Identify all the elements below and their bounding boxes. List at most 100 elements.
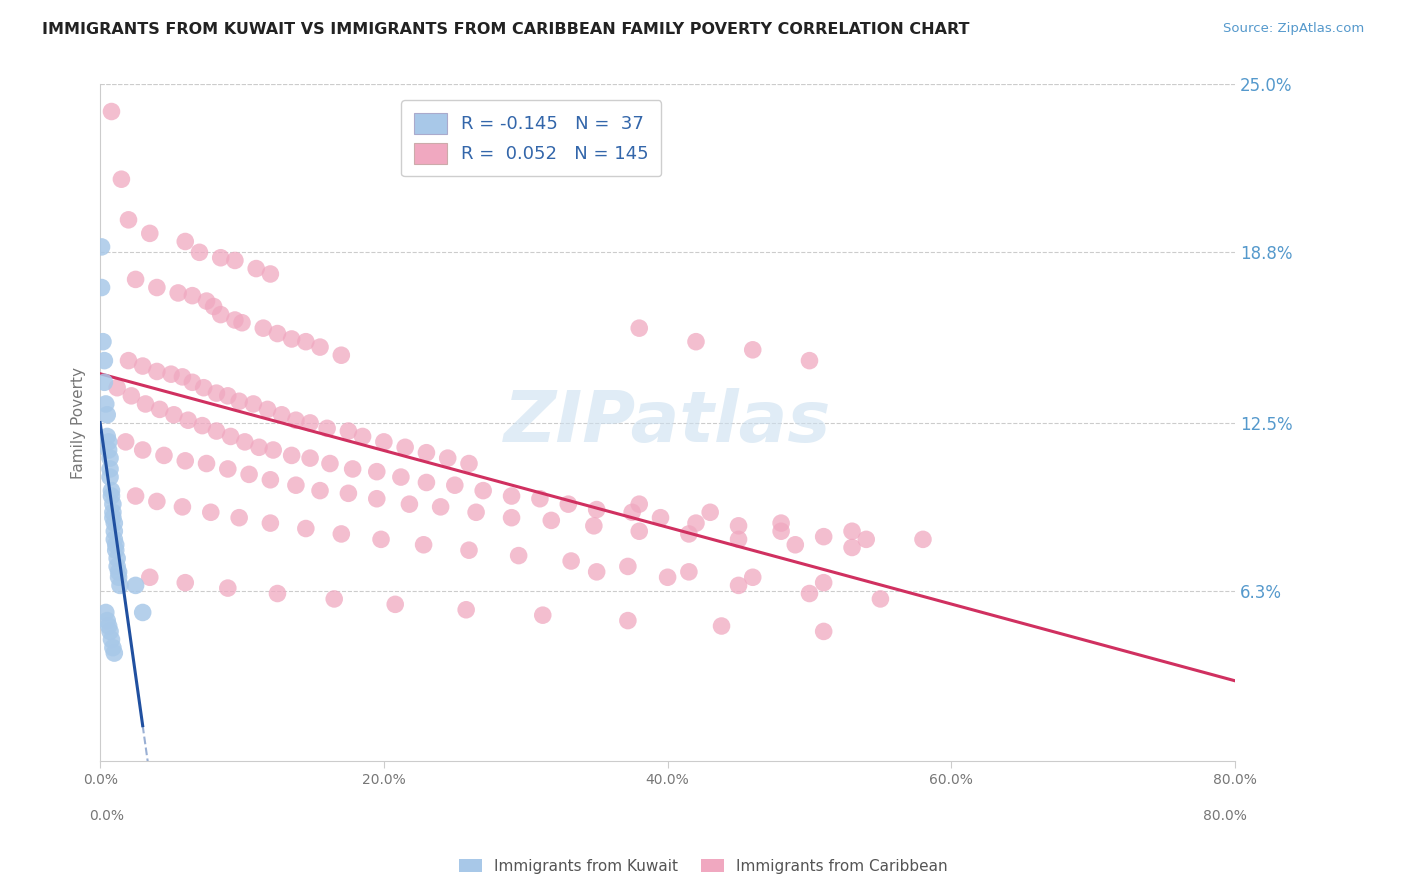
Point	[233, 434, 256, 449]
Point	[799, 586, 821, 600]
Point	[101, 505, 124, 519]
Point	[90, 240, 112, 254]
Point	[443, 478, 465, 492]
Point	[770, 516, 793, 530]
Point	[91, 334, 114, 349]
Point	[131, 359, 153, 373]
Point	[96, 614, 118, 628]
Point	[117, 212, 139, 227]
Point	[245, 261, 267, 276]
Point	[337, 486, 360, 500]
Point	[785, 538, 807, 552]
Point	[103, 646, 125, 660]
Point	[93, 376, 115, 390]
Point	[105, 381, 128, 395]
Point	[727, 533, 749, 547]
Point	[799, 353, 821, 368]
Point	[429, 500, 451, 514]
Point	[193, 381, 215, 395]
Point	[224, 253, 246, 268]
Point	[911, 533, 934, 547]
Point	[456, 603, 478, 617]
Point	[97, 434, 120, 449]
Point	[101, 640, 124, 655]
Point	[370, 533, 392, 547]
Point	[153, 449, 176, 463]
Point	[94, 606, 117, 620]
Point	[195, 457, 218, 471]
Point	[259, 267, 281, 281]
Point	[139, 227, 162, 241]
Y-axis label: Family Poverty: Family Poverty	[72, 367, 86, 479]
Point	[100, 489, 122, 503]
Point	[181, 376, 204, 390]
Point	[131, 606, 153, 620]
Point	[188, 245, 211, 260]
Point	[529, 491, 551, 506]
Point	[284, 478, 307, 492]
Point	[678, 527, 700, 541]
Point	[94, 397, 117, 411]
Point	[685, 334, 707, 349]
Point	[191, 418, 214, 433]
Point	[124, 578, 146, 592]
Point	[841, 541, 863, 555]
Text: IMMIGRANTS FROM KUWAIT VS IMMIGRANTS FROM CARIBBEAN FAMILY POVERTY CORRELATION C: IMMIGRANTS FROM KUWAIT VS IMMIGRANTS FRO…	[42, 22, 970, 37]
Point	[217, 581, 239, 595]
Point	[124, 489, 146, 503]
Point	[205, 386, 228, 401]
Point	[412, 538, 434, 552]
Point	[501, 489, 523, 503]
Point	[98, 451, 121, 466]
Point	[319, 457, 342, 471]
Point	[100, 632, 122, 647]
Point	[436, 451, 458, 466]
Point	[252, 321, 274, 335]
Point	[415, 446, 437, 460]
Point	[270, 408, 292, 422]
Point	[330, 527, 353, 541]
Point	[458, 457, 481, 471]
Point	[266, 326, 288, 341]
Point	[727, 578, 749, 592]
Point	[685, 516, 707, 530]
Point	[103, 516, 125, 530]
Point	[309, 483, 332, 498]
Point	[299, 416, 322, 430]
Point	[103, 533, 125, 547]
Point	[167, 285, 190, 300]
Legend: Immigrants from Kuwait, Immigrants from Caribbean: Immigrants from Kuwait, Immigrants from …	[453, 853, 953, 880]
Point	[104, 543, 127, 558]
Point	[316, 421, 339, 435]
Point	[100, 104, 122, 119]
Point	[195, 294, 218, 309]
Point	[342, 462, 364, 476]
Point	[557, 497, 579, 511]
Point	[508, 549, 530, 563]
Point	[295, 334, 318, 349]
Point	[813, 575, 835, 590]
Legend: R = -0.145   N =  37, R =  0.052   N = 145: R = -0.145 N = 37, R = 0.052 N = 145	[402, 100, 661, 177]
Point	[105, 559, 128, 574]
Point	[259, 473, 281, 487]
Point	[389, 470, 412, 484]
Point	[172, 370, 194, 384]
Point	[398, 497, 420, 511]
Point	[621, 505, 644, 519]
Point	[163, 408, 186, 422]
Point	[172, 500, 194, 514]
Point	[384, 598, 406, 612]
Point	[231, 316, 253, 330]
Point	[101, 510, 124, 524]
Point	[366, 465, 388, 479]
Point	[266, 586, 288, 600]
Point	[560, 554, 582, 568]
Point	[139, 570, 162, 584]
Point	[262, 442, 284, 457]
Point	[209, 251, 232, 265]
Point	[628, 321, 651, 335]
Point	[108, 578, 131, 592]
Point	[657, 570, 679, 584]
Point	[174, 235, 197, 249]
Point	[97, 442, 120, 457]
